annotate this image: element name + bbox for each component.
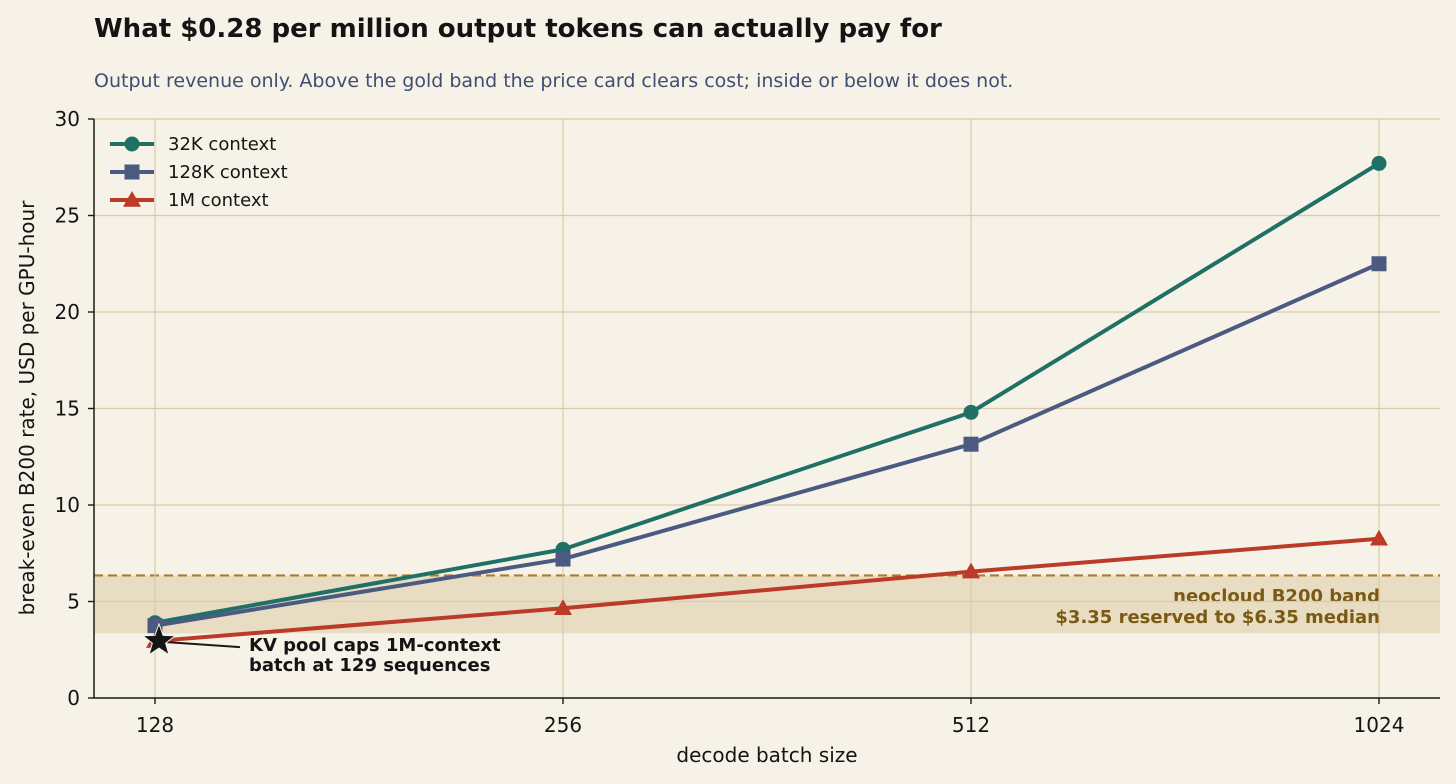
grid-layer [94, 118, 1440, 698]
y-tick-label-5: 25 [55, 204, 80, 228]
x-tick-label-1: 256 [544, 713, 582, 737]
series-0 [147, 155, 1387, 631]
legend-swatch-marker-0 [124, 136, 140, 152]
series-line-1 [153, 261, 1381, 628]
y-tick-label-0: 0 [67, 686, 80, 710]
annotation-arrow [166, 641, 241, 649]
legend-item-0: 32K context [110, 134, 276, 155]
series-2-point-3 [1370, 529, 1388, 546]
series-line-2 [153, 536, 1381, 644]
legend-swatch-marker-2 [123, 191, 141, 207]
y-tick-label-1: 5 [67, 590, 80, 614]
series-layer [146, 155, 1388, 648]
legend-label-0: 32K context [168, 134, 276, 155]
legend-label-2: 1M context [168, 190, 269, 211]
series-1-point-1 [555, 551, 571, 567]
axis-layer: 0 5 10 15 20 25 30 128 256 512 1024 [55, 107, 1440, 737]
legend: 32K context 128K context 1M context [110, 134, 288, 211]
y-tick-label-4: 20 [55, 300, 80, 324]
legend-label-1: 128K context [168, 162, 288, 183]
series-1 [147, 256, 1387, 634]
band-label-line1: neocloud B200 band [1173, 586, 1380, 607]
series-0-point-2 [963, 404, 979, 420]
annotation-line2: batch at 129 sequences [249, 655, 490, 676]
legend-swatch-marker-1 [124, 164, 140, 180]
y-tick-label-2: 10 [55, 493, 80, 517]
series-2-point-1 [554, 599, 572, 616]
y-tick-label-6: 30 [55, 107, 80, 131]
legend-item-1: 128K context [110, 162, 288, 183]
x-tick-label-0: 128 [136, 713, 174, 737]
band-label-line2: $3.35 reserved to $6.35 median [1055, 607, 1380, 628]
chart-subtitle: Output revenue only. Above the gold band… [94, 70, 1013, 92]
x-tick-label-3: 1024 [1354, 713, 1405, 737]
x-tick-label-2: 512 [952, 713, 990, 737]
chart-title: What $0.28 per million output tokens can… [94, 14, 942, 44]
annotation-line1: KV pool caps 1M-context [249, 635, 501, 656]
series-0-point-3 [1371, 155, 1387, 171]
x-axis-label: decode batch size [676, 743, 857, 767]
series-1-point-3 [1371, 256, 1387, 272]
series-line-0 [153, 161, 1381, 625]
legend-item-2: 1M context [110, 190, 269, 211]
series-2-point-2 [962, 562, 980, 579]
y-tick-label-3: 15 [55, 397, 80, 421]
series-1-point-2 [963, 436, 979, 452]
cost-band [94, 575, 1440, 634]
y-axis-label: break-even B200 rate, USD per GPU-hour [15, 200, 39, 616]
annotation-star [141, 622, 177, 657]
